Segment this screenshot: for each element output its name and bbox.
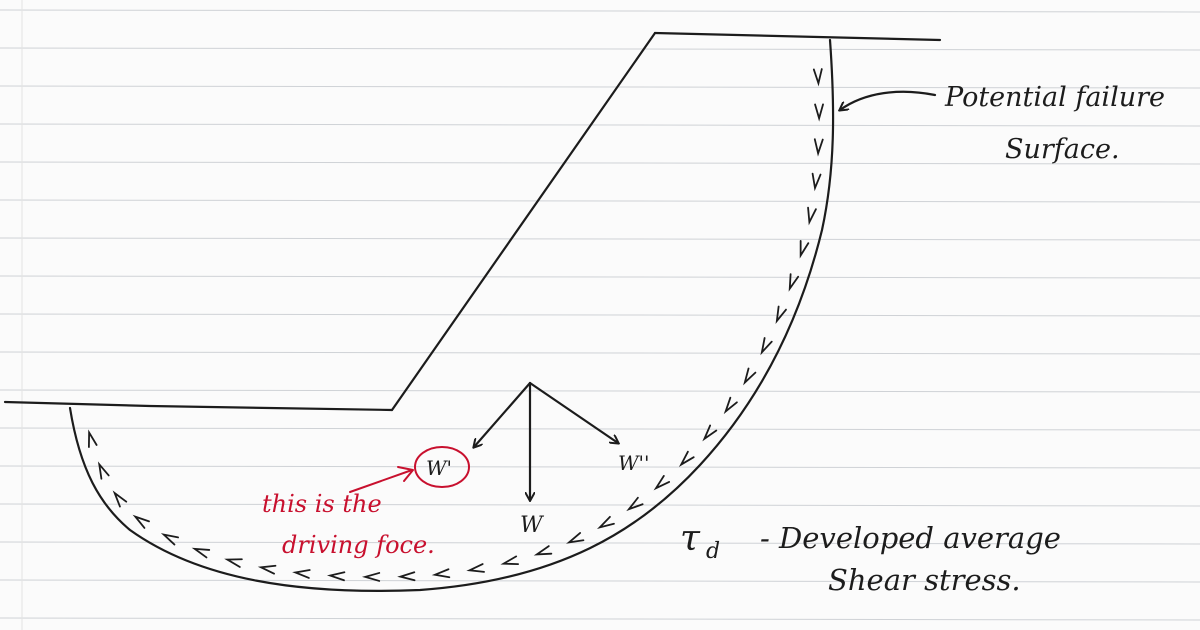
shear-stress-tick (653, 475, 671, 491)
shear-stress-tick (799, 240, 810, 259)
shear-stress-tick (224, 558, 243, 568)
shear-stress-tick (97, 461, 110, 480)
w-label: W (520, 513, 545, 538)
notebook-rule-line (0, 47, 1200, 51)
shear-stress-tick (132, 514, 150, 529)
notebook-rule-line (0, 465, 1200, 469)
tau-subscript: d (706, 539, 720, 564)
w-double-prime-force-arrow (528, 381, 618, 443)
shear-stress-tick (814, 103, 824, 122)
driving-force-label-line2: driving foce. (282, 531, 435, 559)
notebook-rule-line (0, 579, 1200, 583)
failure-surface-pointer (840, 90, 937, 110)
shear-stress-tick (466, 563, 485, 573)
failure-surface-curve (68, 38, 835, 593)
shear-stress-tick (112, 490, 128, 508)
slope-face (390, 31, 657, 412)
notebook-rule-line (0, 427, 1200, 431)
shear-stress-label-line2: Shear stress. (828, 563, 1021, 597)
shear-stress-tick (807, 206, 817, 226)
notebook-rules (0, 9, 1200, 621)
w-double-prime-label: W'' (618, 451, 650, 475)
w-prime-force-arrow (474, 381, 532, 447)
shear-stress-tick (326, 571, 346, 582)
shear-stress-tick (678, 450, 695, 467)
shear-stress-tick (788, 273, 800, 292)
shear-stress-tick (257, 564, 277, 575)
notebook-rule-line (0, 85, 1200, 89)
shear-stress-tick (743, 367, 757, 386)
w-prime-label: W' (426, 456, 452, 480)
notebook-rule-line (0, 237, 1200, 241)
notebook-rule-line (0, 313, 1200, 317)
failure-surface-label-line2: Surface. (1005, 134, 1120, 165)
shear-stress-tick (775, 305, 787, 324)
notebook-rule-line (0, 199, 1200, 203)
shear-stress-tick (533, 545, 553, 556)
failure-surface-label-line1: Potential failure (944, 82, 1165, 113)
w-prime-highlight-circle (414, 446, 470, 488)
shear-stress-label-line1: - Developed average (760, 521, 1061, 555)
shear-stress-tick (566, 532, 585, 544)
notebook-rule-line (0, 123, 1200, 127)
driving-force-pointer (349, 469, 413, 493)
shear-stress-tick (626, 496, 644, 512)
notebook-rule-line (0, 617, 1200, 621)
notebook-rule-line (0, 503, 1200, 507)
notebook-rule-line (0, 9, 1200, 13)
shear-stress-tick (292, 569, 311, 579)
driving-force-pointer-head (397, 466, 414, 482)
shear-stress-tick (702, 424, 718, 442)
notebook-rule-line (0, 389, 1200, 393)
shear-stress-tick (723, 396, 738, 415)
shear-stress-tick (191, 547, 211, 559)
notebook-rule-line (0, 161, 1200, 165)
shear-stress-tick (87, 429, 98, 448)
shear-stress-tick (811, 172, 822, 192)
shear-stress-tick (596, 515, 615, 529)
shear-stress-ticks (87, 68, 824, 582)
tau-symbol: τ (680, 518, 701, 559)
shear-stress-tick (760, 337, 773, 356)
notebook-rule-line (0, 351, 1200, 355)
shear-stress-tick (160, 533, 180, 546)
driving-force-label-line1: this is the (262, 490, 382, 518)
shear-stress-tick (361, 572, 381, 582)
shear-stress-tick (431, 568, 451, 579)
shear-stress-tick (813, 138, 824, 157)
shear-stress-tick (397, 571, 416, 582)
ground-surface-lower (3, 400, 394, 412)
shear-stress-tick (812, 68, 823, 87)
shear-stress-tick (500, 555, 520, 566)
ground-surface-upper (653, 31, 942, 42)
notebook-rule-line (0, 275, 1200, 279)
